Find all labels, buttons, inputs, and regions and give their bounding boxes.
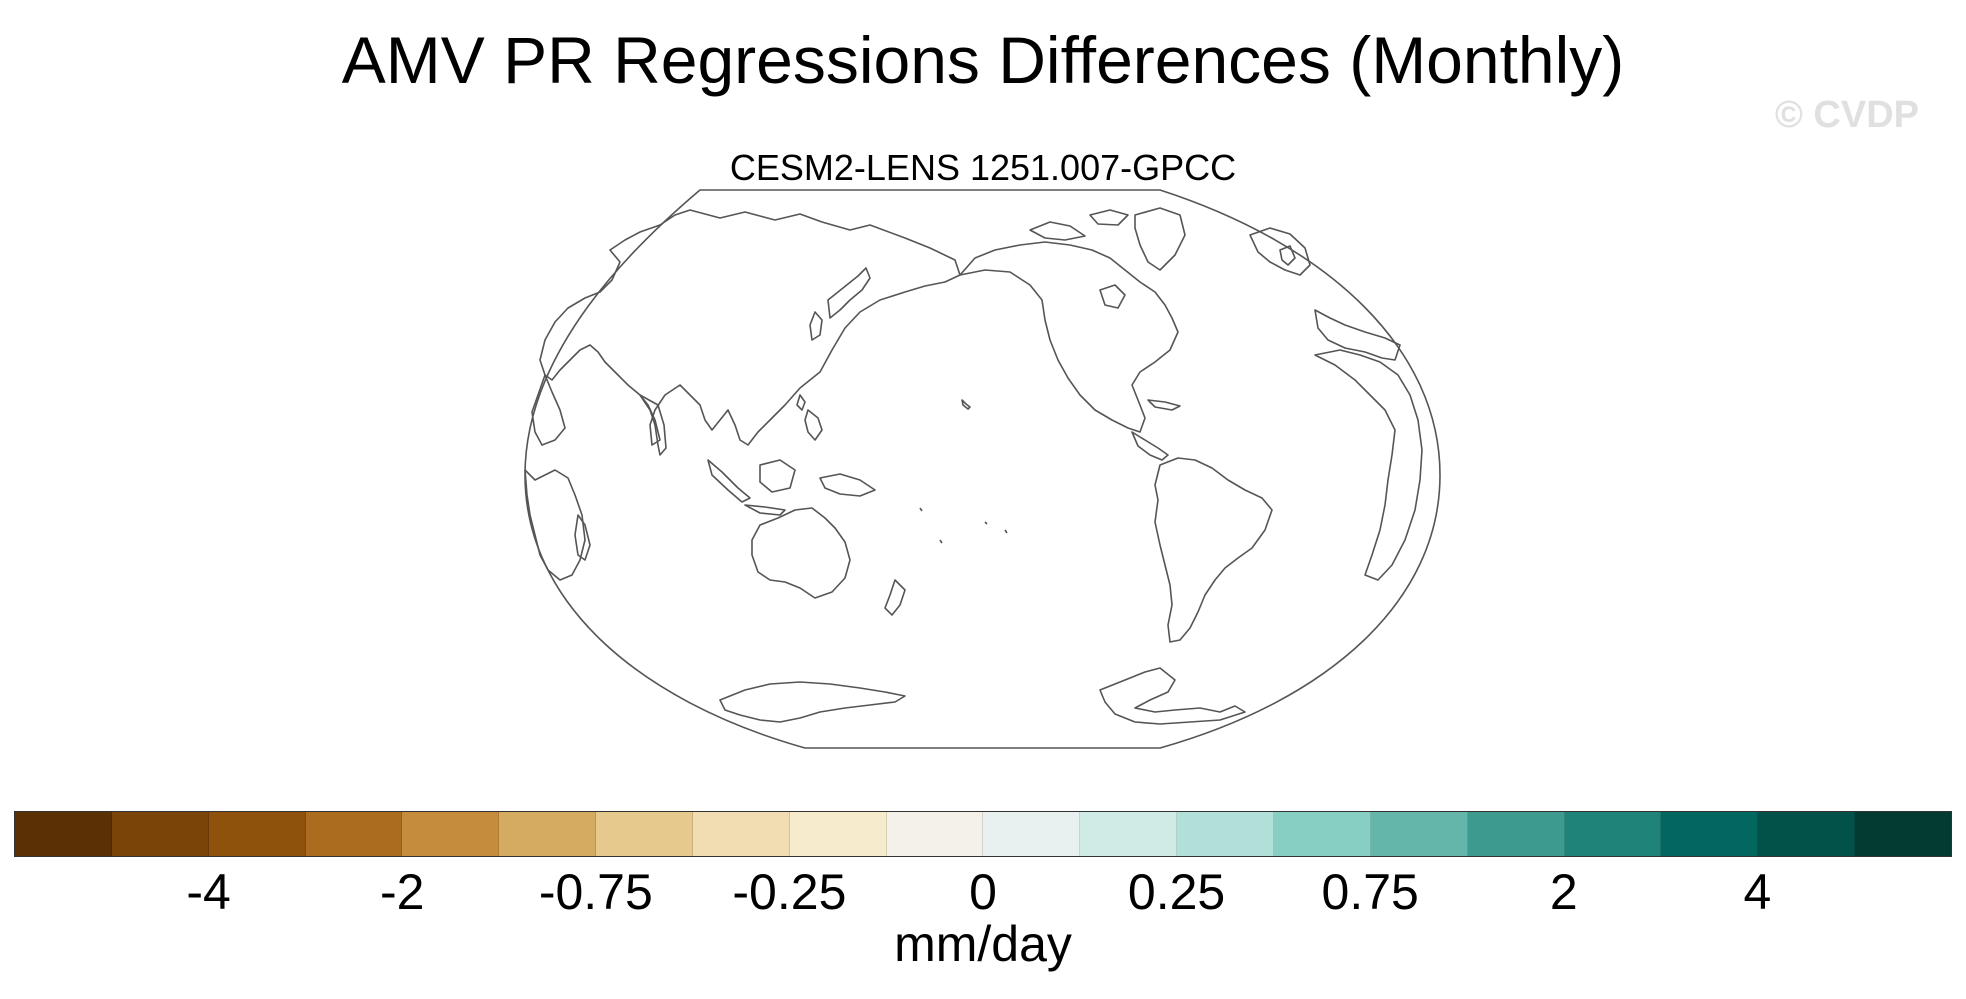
coast-arctic-islands bbox=[1029, 221, 1086, 241]
colorbar-tick-label: -0.75 bbox=[538, 864, 653, 920]
coast-africa-east bbox=[524, 469, 586, 581]
coast-java bbox=[744, 504, 786, 516]
coast-arctic-islands-2 bbox=[1089, 209, 1129, 226]
colorbar-box bbox=[1080, 812, 1178, 856]
colorbar-box bbox=[15, 812, 112, 856]
coast-africa-west bbox=[1314, 349, 1423, 581]
colorbar-box bbox=[596, 812, 693, 856]
colorbar-box bbox=[1758, 812, 1856, 856]
coast-australia bbox=[751, 507, 851, 599]
coast-europe-north bbox=[1249, 227, 1311, 276]
coast-antarctica-east bbox=[1099, 667, 1246, 725]
coast-cuba bbox=[1147, 399, 1181, 411]
coast-britain bbox=[1279, 245, 1296, 266]
colorbar-tick-label: 0 bbox=[969, 864, 997, 920]
coast-newzealand bbox=[884, 579, 906, 616]
colorbar-tick-label: 0.25 bbox=[1127, 864, 1226, 920]
colorbar-box bbox=[983, 812, 1081, 856]
colorbar-tick-label: -4 bbox=[186, 864, 231, 920]
coast-borneo bbox=[759, 459, 796, 493]
colorbar-box bbox=[402, 812, 500, 856]
coast-hawaii bbox=[961, 399, 971, 410]
coast-central-america bbox=[1131, 431, 1169, 461]
coast-pacific-islets bbox=[919, 507, 1008, 544]
map-subtitle: CESM2-LENS 1251.007-GPCC bbox=[729, 147, 1237, 188]
coast-korea bbox=[809, 311, 823, 341]
colorbar-box bbox=[692, 812, 790, 856]
colorbar-tick-label: -0.25 bbox=[732, 864, 847, 920]
coast-japan bbox=[827, 267, 871, 319]
colorbar-box bbox=[305, 812, 403, 856]
colorbar-box bbox=[1855, 812, 1951, 856]
colorbar-tick-label: 2 bbox=[1549, 864, 1578, 920]
colorbar-box bbox=[1273, 812, 1371, 856]
coast-hudson bbox=[1099, 284, 1126, 309]
coast-europe-west bbox=[1314, 309, 1401, 361]
coast-philippines bbox=[804, 409, 823, 441]
colorbar-box bbox=[789, 812, 887, 856]
coast-taiwan bbox=[796, 394, 806, 411]
coast-antarctica-west bbox=[719, 681, 906, 723]
colorbar-box bbox=[1661, 812, 1759, 856]
colorbar-tick-label: -2 bbox=[379, 864, 425, 920]
coast-north-america bbox=[959, 241, 1179, 433]
colorbar-box bbox=[1467, 812, 1565, 856]
colorbar-box bbox=[111, 812, 209, 856]
coast-greenland bbox=[1134, 207, 1186, 271]
colorbar-tick-label: 0.75 bbox=[1321, 864, 1419, 920]
coast-india bbox=[639, 394, 667, 456]
colorbar-box bbox=[886, 812, 984, 856]
coast-newguinea bbox=[819, 473, 876, 497]
colorbar-box bbox=[1177, 812, 1274, 856]
coast-south-america bbox=[1154, 457, 1273, 643]
colorbar-box bbox=[499, 812, 597, 856]
coast-madagascar bbox=[574, 514, 591, 561]
colorbar-box bbox=[1370, 812, 1468, 856]
colorbar-units: mm/day bbox=[894, 916, 1072, 972]
colorbar-box bbox=[208, 812, 306, 856]
map-boundary bbox=[524, 189, 1441, 749]
cvdp-watermark: © CVDP bbox=[1774, 94, 1919, 136]
colorbar-box bbox=[1564, 812, 1662, 856]
plot-title: AMV PR Regressions Differences (Monthly) bbox=[341, 23, 1625, 97]
colorbar bbox=[14, 811, 1952, 857]
colorbar-tick-label: 4 bbox=[1743, 864, 1772, 920]
coast-asia bbox=[539, 209, 961, 446]
coast-sumatra bbox=[707, 459, 751, 503]
coast-arabia bbox=[531, 374, 566, 446]
